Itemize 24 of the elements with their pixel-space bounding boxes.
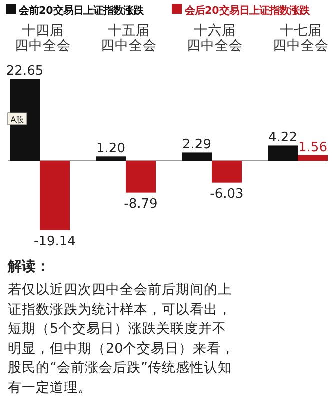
text: 解读： <box>8 258 50 276</box>
data-label: -8.79 <box>124 196 158 212</box>
x-tick-label: 十五届四中全会 <box>101 23 157 54</box>
bar <box>298 155 328 161</box>
data-label: 4.22 <box>268 130 298 146</box>
x-tick-label: 十七届四中全会 <box>273 23 329 54</box>
data-label: 1.20 <box>96 142 126 157</box>
bar <box>212 161 242 183</box>
legend-label: 会前20交易日上证指数涨跌 <box>18 5 144 17</box>
bar <box>182 152 212 161</box>
data-label: 2.29 <box>182 138 212 153</box>
x-tick-label: 十六届四中全会 <box>187 23 243 54</box>
legend-label: 会后20交易日上证指数涨跌 <box>184 5 310 17</box>
data-label: -19.14 <box>34 234 76 250</box>
data-label: 1.56 <box>298 140 328 156</box>
bar <box>40 161 70 230</box>
x-tick-label: 十四届四中全会 <box>15 23 71 54</box>
bar <box>96 156 126 161</box>
data-label: -6.03 <box>210 186 244 202</box>
text: 若仅以近四次四中全会前后期间的上证指数涨跌为统计样本，可以看出，短期（5个交易日）涨跌关联度并不明显，但中期（20个交易日）来看，股民的“会前涨会后跌”传统感性认知有一定道理。 <box>8 281 236 398</box>
bar <box>126 161 156 193</box>
bar <box>268 146 298 161</box>
data-label: 22.65 <box>6 64 44 79</box>
annotation: A股 <box>10 116 24 124</box>
